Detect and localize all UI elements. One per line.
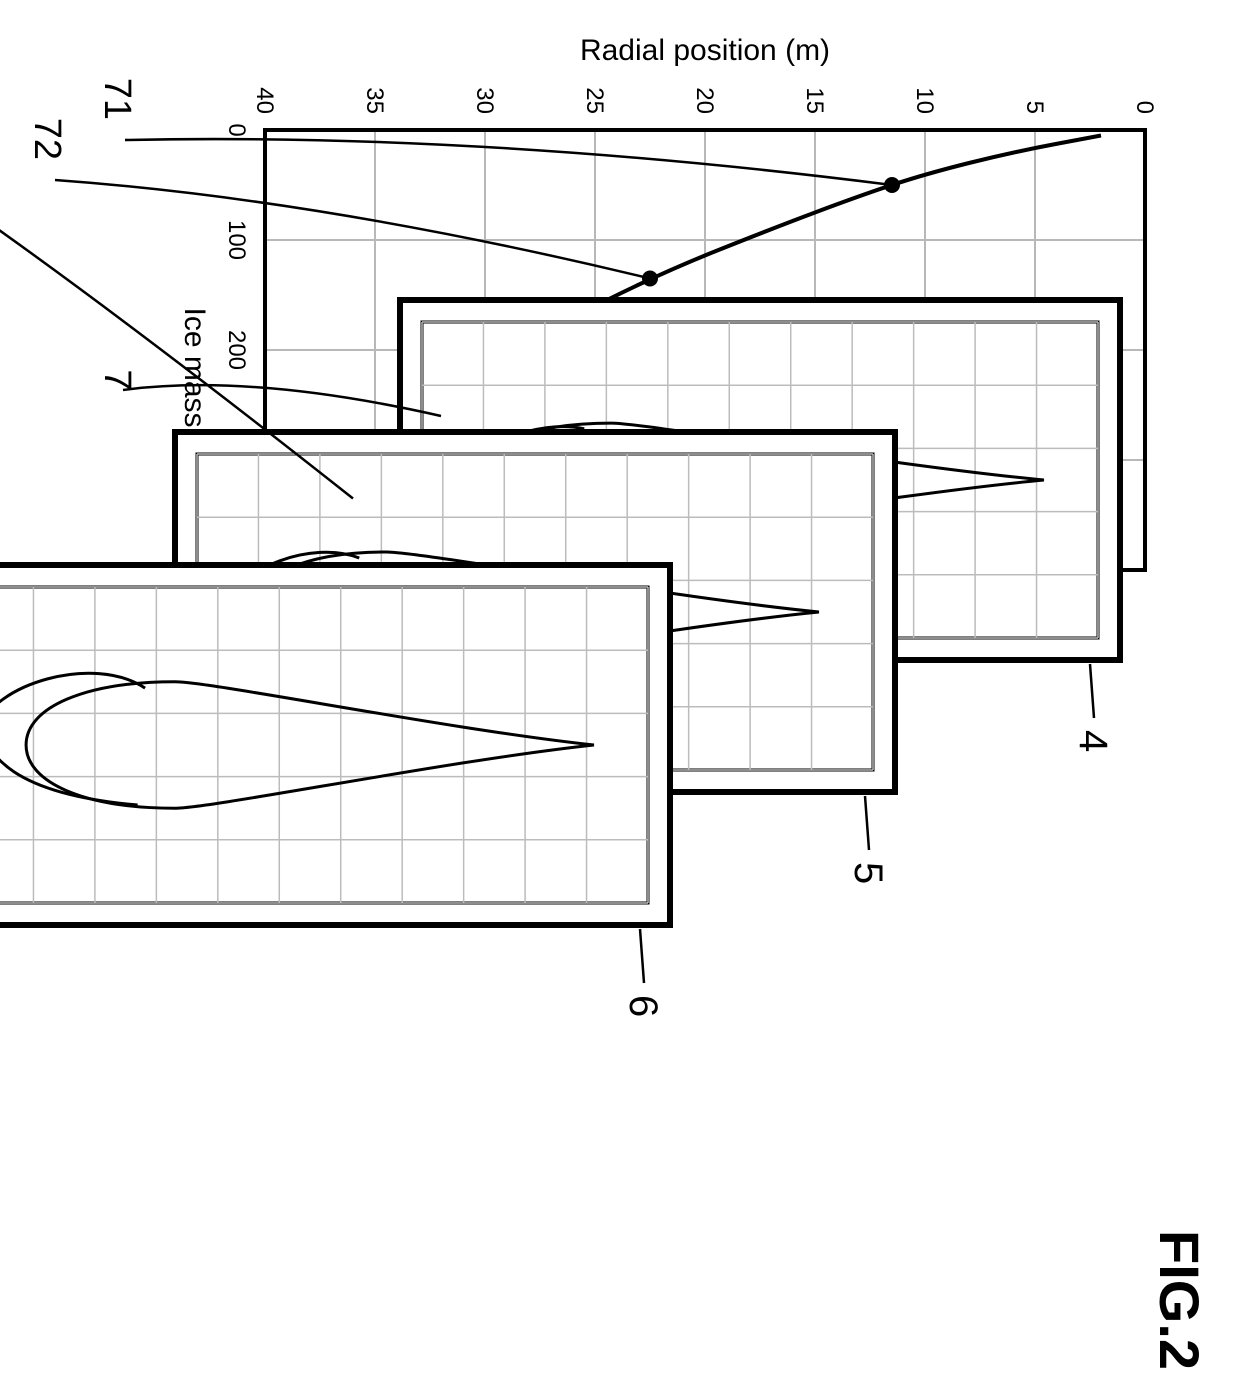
figure-canvas: 05101520253035400100200300400Ice mass (g… xyxy=(0,0,1240,1396)
ytick-label: 10 xyxy=(911,87,938,114)
leader-line xyxy=(1090,664,1094,718)
curve-label-7: 7 xyxy=(96,369,138,390)
leader-line xyxy=(640,929,644,983)
ytick-label: 35 xyxy=(361,87,388,114)
ytick-label: 15 xyxy=(801,87,828,114)
leader-curve xyxy=(125,139,892,185)
xtick-label: 200 xyxy=(223,330,250,370)
marker-label-71: 71 xyxy=(96,78,138,120)
panel-label-5: 5 xyxy=(846,862,890,884)
y-axis-label: Radial position (m) xyxy=(580,34,830,67)
ytick-label: 5 xyxy=(1021,101,1048,114)
ytick-label: 30 xyxy=(471,87,498,114)
leader-curve xyxy=(123,385,441,416)
ytick-label: 40 xyxy=(251,87,278,114)
panel-label-6: 6 xyxy=(621,995,665,1017)
figure-label: FIG.2 xyxy=(1148,1230,1211,1370)
ytick-label: 0 xyxy=(1131,101,1158,114)
ytick-label: 20 xyxy=(691,87,718,114)
xtick-label: 0 xyxy=(223,123,250,136)
ytick-label: 25 xyxy=(581,87,608,114)
inset-panel-6 xyxy=(0,563,672,927)
marker-label-72: 72 xyxy=(26,118,68,160)
panel-label-4: 4 xyxy=(1071,730,1115,752)
leader-curve xyxy=(55,180,650,279)
xtick-label: 100 xyxy=(223,220,250,260)
figure-svg: 05101520253035400100200300400Ice mass (g… xyxy=(0,0,1240,1396)
leader-line xyxy=(865,796,869,850)
